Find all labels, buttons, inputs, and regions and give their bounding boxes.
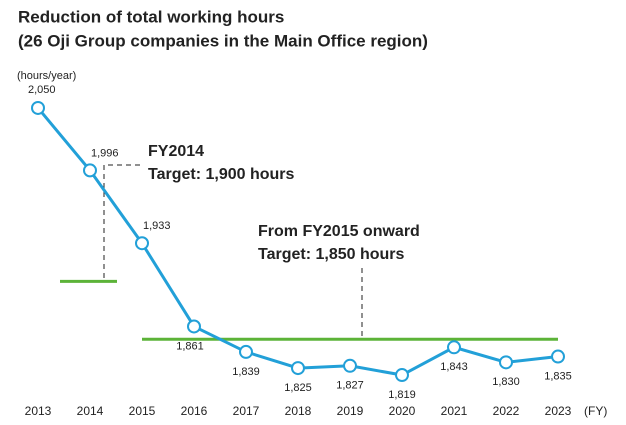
annotation: FY2014 <box>148 143 204 160</box>
point <box>499 355 513 370</box>
data-label: 1,996 <box>91 147 119 159</box>
point <box>343 358 357 373</box>
chart-subtitle: (26 Oji Group companies in the Main Offi… <box>18 31 428 50</box>
x-tick-label: 2014 <box>77 404 104 418</box>
point <box>31 100 45 115</box>
x-tick-label: 2015 <box>129 404 156 418</box>
x-tick-label: 2013 <box>25 404 52 418</box>
point <box>291 361 305 376</box>
point <box>239 344 253 359</box>
data-label: 1,825 <box>284 382 312 394</box>
annotation: From FY2015 onward <box>258 223 420 240</box>
connector <box>103 164 140 278</box>
data-label: 1,827 <box>336 380 364 392</box>
data-label: 1,835 <box>544 370 572 382</box>
annotation: Target: 1,850 hours <box>258 246 405 263</box>
x-tick-label: 2021 <box>441 404 468 418</box>
x-tick-label: 2017 <box>233 404 260 418</box>
x-tick-label: 2020 <box>389 404 416 418</box>
point <box>187 319 201 334</box>
x-tick-label: 2023 <box>545 404 572 418</box>
data-label: 1,830 <box>492 376 520 388</box>
y-axis-label: (hours/year) <box>17 70 76 82</box>
point <box>395 368 409 383</box>
x-tick-label: 2022 <box>493 404 520 418</box>
point <box>83 163 97 178</box>
point <box>551 349 565 364</box>
data-label: 1,843 <box>440 361 468 373</box>
chart-title: Reduction of total working hours <box>18 7 284 26</box>
x-tick-label: 2016 <box>181 404 208 418</box>
data-label: 1,839 <box>232 366 260 378</box>
data-label: 1,933 <box>143 220 171 232</box>
x-axis-label: (FY) <box>584 404 607 418</box>
x-tick-label: 2018 <box>285 404 312 418</box>
point <box>447 340 461 355</box>
x-tick-label: 2019 <box>337 404 364 418</box>
data-label: 1,861 <box>176 340 204 352</box>
point <box>135 236 149 251</box>
annotation: Target: 1,900 hours <box>148 166 295 183</box>
data-label: 2,050 <box>28 84 56 96</box>
data-label: 1,819 <box>388 389 416 401</box>
